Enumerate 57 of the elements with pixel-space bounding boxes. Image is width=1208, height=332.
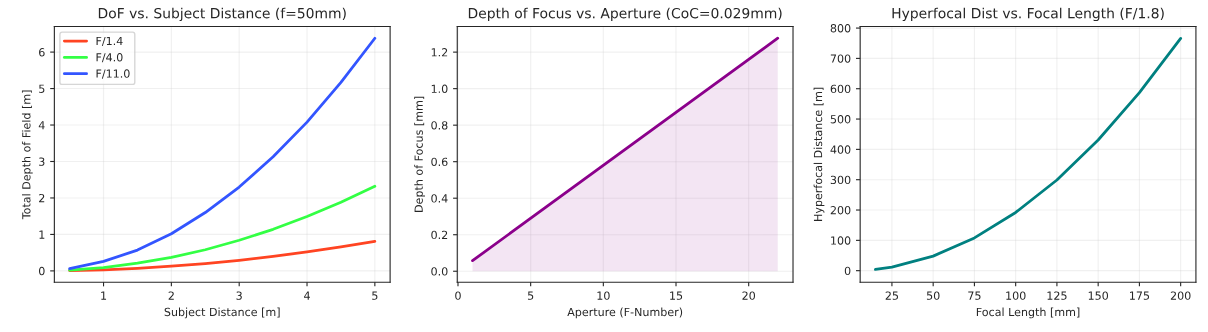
- legend-label: F/1.4: [96, 36, 123, 47]
- x-axis-title: Subject Distance [m]: [164, 307, 280, 319]
- y-tick-label: 5: [39, 84, 45, 93]
- x-tick-label: 100: [1006, 291, 1026, 300]
- y-tick-label: 700: [830, 54, 851, 63]
- x-tick-label: 125: [1047, 291, 1067, 300]
- y-tick-label: 0.8: [431, 121, 448, 130]
- y-tick-label: 4: [38, 121, 45, 130]
- y-tick-label: 1.2: [431, 48, 448, 57]
- legend-label: F/4.0: [96, 53, 123, 63]
- y-tick-label: 6: [39, 48, 45, 57]
- x-tick-label: 5: [527, 291, 534, 300]
- line-series: [68, 36, 377, 271]
- y-tick-label: 1.0: [431, 84, 448, 94]
- y-tick-label: 3: [39, 157, 45, 166]
- x-tick-label: 5: [372, 291, 378, 300]
- y-tick-label: 400: [830, 145, 851, 154]
- y-tick-label: 2: [39, 193, 45, 203]
- y-tick-label: 600: [830, 84, 851, 94]
- x-tick-label: 50: [926, 291, 940, 300]
- line-series: [68, 184, 377, 272]
- chart-title: DoF vs. Subject Distance (f=50mm): [98, 7, 346, 22]
- y-tick-label: 0: [844, 266, 851, 276]
- y-tick-label: 0: [39, 266, 45, 276]
- y-tick-label: 0.2: [431, 230, 448, 240]
- x-tick-label: 200: [1170, 291, 1191, 300]
- line-series: [874, 37, 1183, 271]
- y-axis-title: Depth of Focus [mm]: [414, 96, 426, 212]
- chart-title: Depth of Focus vs. Aperture (CoC=0.029mm): [468, 7, 782, 22]
- x-tick-label: 25: [885, 291, 899, 300]
- y-tick-label: 0.6: [431, 157, 448, 167]
- y-tick-label: 300: [830, 175, 851, 185]
- x-tick-label: 1: [101, 291, 107, 300]
- x-tick-label: 3: [236, 291, 242, 300]
- y-axis-title: Hyperfocal Distance [m]: [813, 87, 825, 221]
- x-tick-label: 15: [670, 291, 683, 300]
- y-tick-label: 800: [830, 24, 851, 33]
- y-tick-label: 100: [831, 236, 851, 245]
- y-tick-label: 0.0: [431, 267, 448, 276]
- x-tick-label: 175: [1130, 291, 1150, 300]
- x-axis-title: Aperture (F-Number): [567, 307, 683, 319]
- y-tick-label: 1: [39, 230, 45, 239]
- x-tick-label: 0: [455, 291, 461, 300]
- line-series: [68, 239, 377, 272]
- y-tick-label: 200: [830, 206, 851, 215]
- x-tick-label: 4: [304, 291, 310, 300]
- legend-label: F/11.0: [96, 69, 130, 79]
- chart-title: Hyperfocal Dist vs. Focal Length (F/1.8): [892, 7, 1164, 22]
- y-tick-label: 0.4: [431, 194, 448, 203]
- x-axis-title: Focal Length [mm]: [976, 307, 1080, 319]
- x-tick-label: 2: [168, 291, 174, 300]
- x-tick-label: 150: [1088, 291, 1109, 300]
- x-tick-label: 20: [742, 291, 756, 300]
- y-tick-label: 500: [830, 115, 851, 124]
- y-axis-title: Total Depth of Field [m]: [21, 90, 33, 220]
- x-tick-label: 75: [968, 291, 981, 300]
- x-tick-label: 10: [597, 291, 610, 300]
